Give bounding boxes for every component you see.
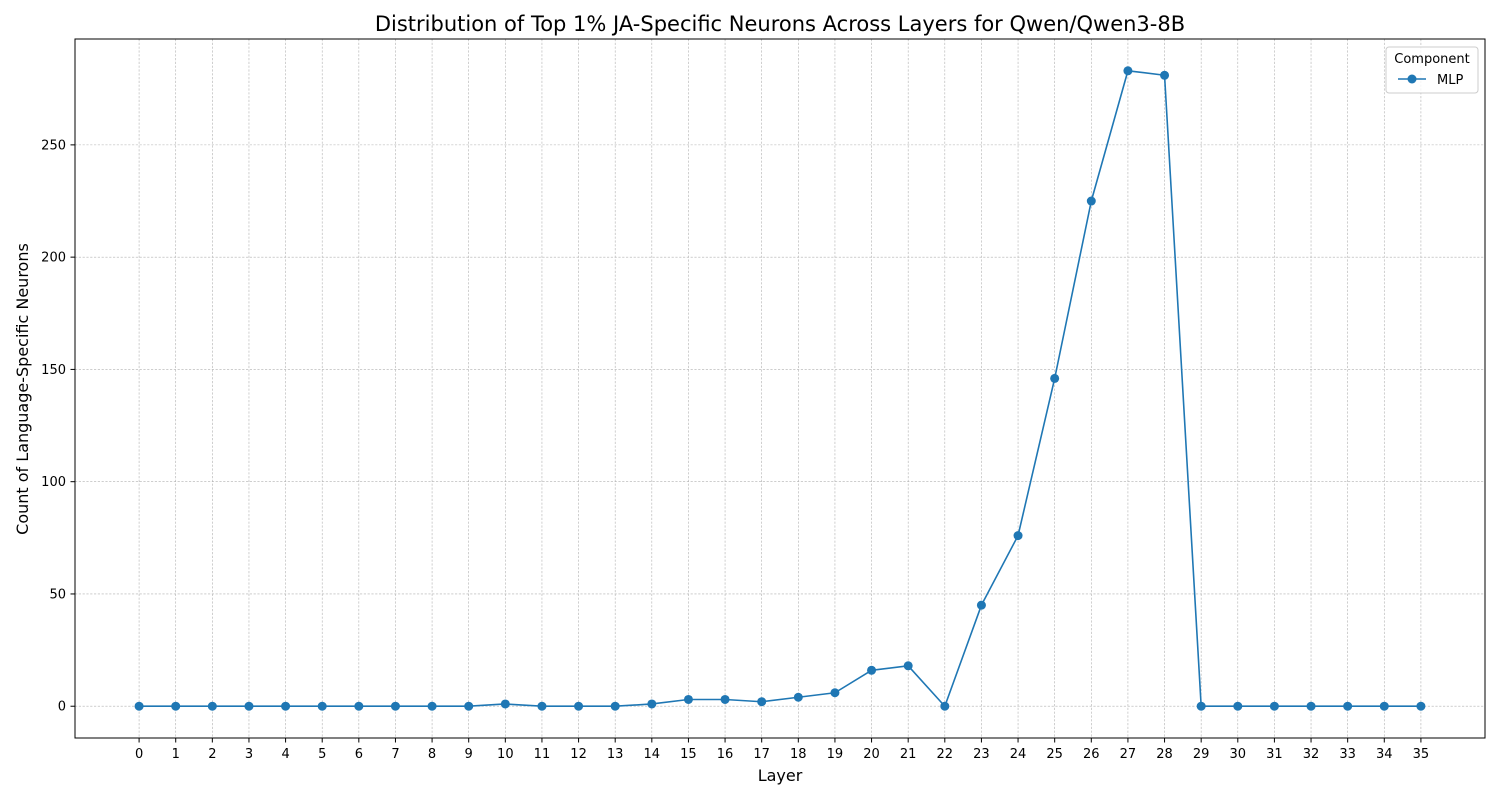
x-tick-label: 25 [1046,747,1063,762]
data-point [1050,373,1060,383]
x-tick-label: 18 [790,747,807,762]
legend-series-label: MLP [1437,73,1463,88]
x-axis-ticks: 0 1 2 3 4 5 6 7 8 9 10 11 12 13 14 15 16 17 18 19 20 21 22 23 24… [135,738,1429,762]
data-point [1196,701,1206,711]
x-tick-label: 8 [428,747,436,762]
x-tick-label: 32 [1303,747,1320,762]
x-tick-label: 1 [172,747,180,762]
x-tick-label: 23 [973,747,990,762]
data-point [354,701,364,711]
data-point [500,699,510,709]
data-point [390,701,400,711]
x-tick-label: 13 [607,747,624,762]
data-point [427,701,437,711]
plot-frame [74,38,1486,739]
x-tick-label: 0 [135,747,143,762]
data-point [464,701,474,711]
y-tick-label: 0 [58,700,66,715]
data-point [610,701,620,711]
data-point [207,701,217,711]
x-tick-label: 17 [753,747,770,762]
grid [75,39,1485,738]
x-tick-label: 29 [1193,747,1210,762]
x-tick-label: 31 [1266,747,1283,762]
x-axis-label: Layer [758,766,803,785]
x-tick-label: 21 [900,747,917,762]
data-point [171,701,181,711]
data-point [1379,701,1389,711]
data-point [1416,701,1426,711]
x-tick-label: 34 [1376,747,1393,762]
y-tick-label: 150 [41,363,66,378]
data-point [867,665,877,675]
x-tick-label: 19 [827,747,844,762]
x-tick-label: 27 [1120,747,1137,762]
legend: Component MLP [1385,46,1479,94]
data-point [1086,196,1096,206]
x-tick-label: 5 [318,747,326,762]
x-tick-label: 2 [208,747,216,762]
data-point [976,600,986,610]
data-point [1343,701,1353,711]
x-tick-label: 28 [1156,747,1173,762]
data-point [647,699,657,709]
y-tick-label: 50 [49,587,66,602]
data-point [1306,701,1316,711]
x-tick-label: 10 [497,747,514,762]
x-tick-label: 3 [245,747,253,762]
data-point [757,697,767,707]
data-point [683,694,693,704]
legend-series-marker [1407,74,1417,84]
y-axis-label: Count of Language-Specific Neurons [13,243,32,535]
data-point [574,701,584,711]
data-point [134,701,144,711]
series-group [134,66,1426,711]
data-point [281,701,291,711]
x-tick-label: 20 [863,747,880,762]
chart-title: Distribution of Top 1% JA-Specific Neuro… [375,12,1185,36]
y-tick-label: 100 [41,475,66,490]
y-axis-ticks: 0 50 100 150 200 250 [41,138,75,715]
data-point [1233,701,1243,711]
x-tick-label: 30 [1230,747,1247,762]
y-tick-label: 250 [41,138,66,153]
x-tick-label: 12 [570,747,587,762]
data-point [793,692,803,702]
data-point [244,701,254,711]
x-tick-label: 22 [937,747,954,762]
x-tick-label: 24 [1010,747,1027,762]
x-tick-label: 6 [355,747,363,762]
x-tick-label: 11 [534,747,551,762]
series-line-mlp [139,69,1421,708]
data-point [1269,701,1279,711]
x-tick-label: 26 [1083,747,1100,762]
x-tick-label: 4 [281,747,289,762]
data-point [903,661,913,671]
data-point [317,701,327,711]
x-tick-label: 35 [1413,747,1430,762]
data-point [1123,66,1133,76]
x-tick-label: 9 [465,747,473,762]
data-point [830,688,840,698]
x-tick-label: 7 [391,747,399,762]
x-tick-label: 16 [717,747,734,762]
x-tick-label: 15 [680,747,697,762]
y-tick-label: 200 [41,251,66,266]
data-point [720,694,730,704]
legend-title: Component [1394,52,1469,67]
data-point [1013,531,1023,541]
x-tick-label: 33 [1339,747,1356,762]
x-tick-label: 14 [644,747,661,762]
data-point [940,701,950,711]
data-point [1160,70,1170,80]
data-point [537,701,547,711]
